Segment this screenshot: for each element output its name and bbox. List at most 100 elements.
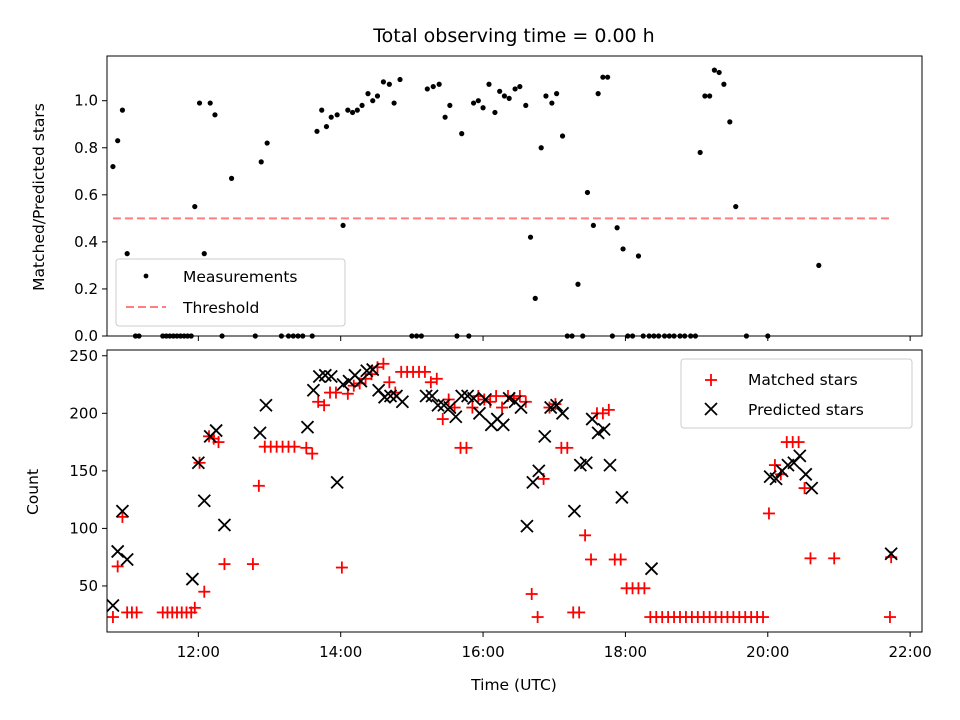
measurement-point	[447, 102, 453, 109]
measurement-point	[486, 81, 492, 87]
measurement-point	[201, 251, 207, 257]
matched-star-point	[496, 401, 509, 414]
measurement-point	[442, 114, 448, 120]
bottom-x-tick-label: 14:00	[319, 643, 362, 661]
measurement-point	[501, 93, 508, 99]
predicted-star-point	[354, 374, 368, 388]
predicted-star-point	[106, 598, 120, 613]
matched-star-point	[246, 558, 259, 571]
predicted-star-point	[538, 429, 552, 443]
measurement-point	[119, 107, 126, 113]
predicted-star-point	[111, 544, 125, 559]
measurement-point	[697, 149, 703, 156]
measurement-point	[702, 93, 708, 99]
matched-star-point	[198, 585, 211, 598]
matched-star-point	[252, 479, 265, 492]
bottom-x-tick-label: 18:00	[604, 643, 647, 661]
measurement-point	[192, 203, 198, 210]
predicted-star-point	[466, 391, 481, 405]
matched-star-point	[418, 365, 431, 378]
predicted-star-point	[514, 400, 528, 415]
matched-star-point	[218, 558, 231, 571]
measurement-point	[554, 91, 560, 97]
predicted-star-point	[455, 389, 469, 403]
bottom-y-ticks: 50 100 150 200 250	[69, 347, 107, 595]
matched-star-point	[466, 401, 479, 414]
measurement-point	[345, 107, 351, 113]
bottom-y-tick-label: 50	[79, 577, 98, 595]
predicted-star-point	[217, 518, 232, 532]
predicted-star-point	[472, 406, 487, 420]
matched-star-point	[484, 395, 497, 408]
predicted-star-point	[449, 410, 463, 424]
threshold-legend-label: Threshold	[182, 299, 259, 317]
matched-legend-label: Matched stars	[748, 371, 858, 389]
matched-star-point	[490, 390, 503, 403]
predicted-star-point	[496, 418, 510, 432]
measurements-legend-marker	[143, 273, 149, 279]
matched-star-point	[585, 553, 598, 566]
predicted-star-point	[526, 475, 540, 490]
measurements-series	[110, 67, 822, 339]
matched-star-point	[762, 507, 775, 520]
matched-star-point	[306, 447, 319, 460]
predicted-star-point	[799, 467, 813, 481]
predicted-star-point	[585, 412, 599, 426]
measurement-point	[600, 74, 606, 80]
measurement-point	[430, 83, 436, 90]
measurement-point	[436, 81, 442, 87]
measurement-point	[258, 159, 264, 165]
measurement-point	[228, 175, 235, 181]
predicted-star-point	[324, 369, 338, 384]
predicted-star-point	[431, 398, 445, 412]
bottom-y-tick-label: 250	[69, 347, 98, 365]
measurement-point	[605, 74, 611, 80]
predicted-star-point	[603, 458, 617, 472]
measurement-point	[334, 112, 340, 118]
bottom-x-tick-label: 12:00	[177, 643, 220, 661]
predicted-star-point	[884, 547, 898, 561]
measurements-legend-label: Measurements	[183, 268, 298, 286]
predicted-star-point	[502, 391, 516, 405]
measurement-point	[497, 88, 503, 94]
measurement-point	[386, 81, 392, 87]
matched-star-point	[329, 386, 342, 399]
top-y-ticks: 0.0 0.2 0.4 0.6 0.8 1.0	[74, 92, 107, 345]
predicted-legend-marker	[704, 402, 718, 416]
predicted-star-point	[259, 398, 273, 412]
matched-star-point	[561, 441, 574, 454]
predicted-star-point	[306, 383, 321, 397]
top-y-tick-label: 0.2	[74, 280, 98, 298]
predicted-star-point	[478, 392, 493, 407]
matched-star-point	[638, 582, 651, 595]
measurement-point	[374, 93, 381, 99]
measurement-point	[365, 91, 371, 97]
predicted-star-point	[549, 398, 564, 412]
top-y-tick-label: 0.8	[74, 139, 98, 157]
bottom-y-tick-label: 100	[69, 519, 98, 537]
measurement-point	[721, 81, 727, 87]
matched-star-point	[757, 611, 770, 624]
measurement-point	[595, 91, 601, 97]
bottom-y-axis-label: Count	[24, 469, 42, 515]
matched-star-point	[111, 560, 124, 573]
measurement-point	[354, 107, 360, 113]
predicted-star-point	[366, 362, 380, 377]
matched-star-point	[798, 482, 811, 495]
matched-star-point	[130, 606, 143, 619]
bottom-legend: Matched stars Predicted stars	[680, 358, 913, 429]
top-y-tick-label: 1.0	[74, 92, 98, 110]
predicted-star-point	[567, 504, 582, 518]
matched-star-point	[430, 372, 443, 385]
matched-star-point	[614, 553, 627, 566]
measurement-point	[543, 93, 549, 99]
matched-star-point	[525, 588, 538, 601]
matched-star-point	[792, 436, 805, 449]
measurement-point	[559, 133, 566, 139]
matched-star-point	[883, 611, 896, 624]
matched-star-point	[300, 441, 313, 454]
matched-legend-marker	[705, 374, 717, 386]
measurement-point	[480, 105, 486, 111]
chart-title: Total observing time = 0.00 h	[372, 25, 654, 47]
matched-star-point	[212, 436, 225, 449]
